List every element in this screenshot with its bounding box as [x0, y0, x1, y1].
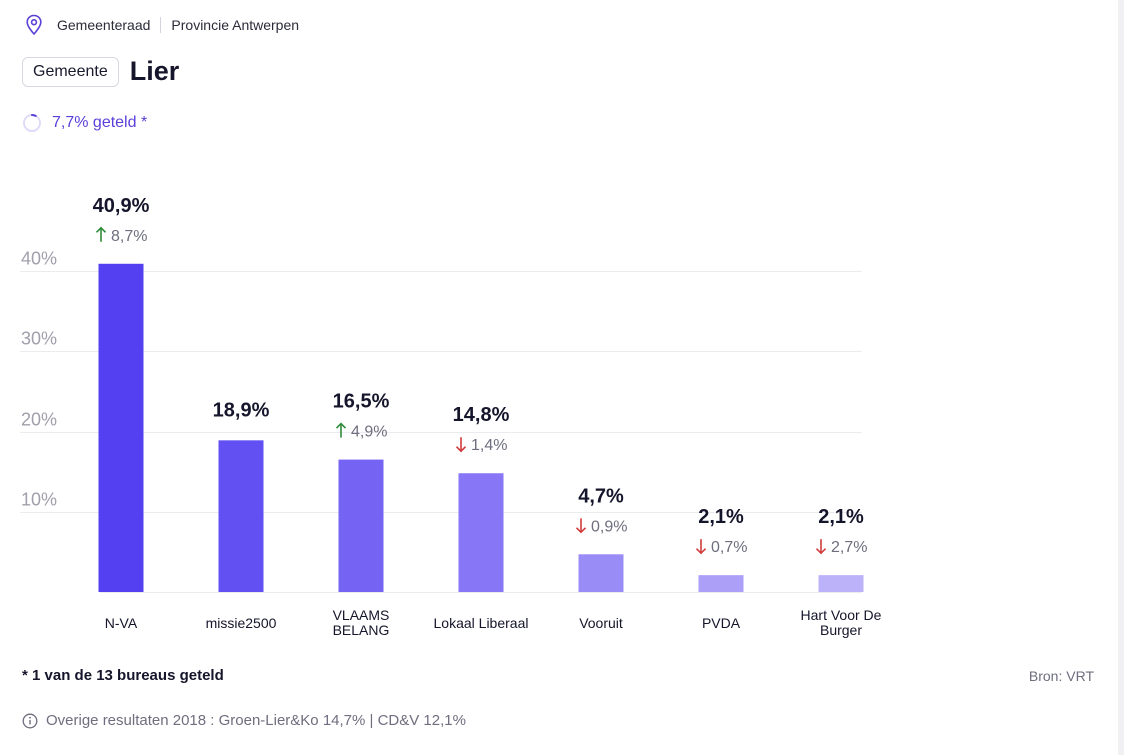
category-label: Lokaal Liberaal [434, 615, 529, 631]
value-label: 2,1% [818, 506, 864, 528]
count-progress-label: 7,7% geteld * [52, 114, 148, 131]
counted-footnote: * 1 van de 13 bureaus geteld [22, 667, 224, 684]
scroll-strip [1118, 0, 1124, 755]
category-label: VLAAMS [333, 607, 390, 623]
arrow-down-icon [695, 539, 707, 555]
change-label: 8,7% [111, 228, 147, 245]
value-label: 14,8% [453, 404, 510, 426]
y-tick-label: 40% [21, 249, 57, 269]
loading-ring-icon [23, 114, 41, 132]
arrow-up-icon [95, 226, 107, 242]
arrow-down-icon [575, 518, 587, 534]
y-tick-label: 30% [21, 329, 57, 349]
category-label: Hart Voor De [801, 607, 882, 623]
value-label: 4,7% [578, 485, 624, 507]
change-label: 0,9% [591, 518, 627, 535]
title-row: Gemeente Lier [22, 56, 179, 87]
bar [338, 459, 384, 592]
change-label: 0,7% [711, 539, 747, 556]
change-label: 4,9% [351, 424, 387, 441]
y-tick-label: 20% [21, 410, 57, 430]
value-label: 2,1% [698, 506, 744, 528]
value-label: 16,5% [333, 391, 390, 413]
bar [818, 575, 864, 592]
breadcrumb-item-gemeenteraad[interactable]: Gemeenteraad [57, 17, 151, 33]
value-label: 18,9% [213, 399, 270, 421]
gemeente-badge: Gemeente [22, 56, 119, 87]
results-bar-chart: 10% 20% 30% 40% 40,9% 8,7% N-VA 18,9% missie2500… [20, 195, 882, 638]
category-label: BELANG [333, 622, 390, 638]
page-title: Lier [129, 56, 180, 86]
bar [578, 554, 624, 592]
bar [458, 473, 504, 592]
breadcrumb-separator [160, 17, 162, 33]
bar [98, 263, 144, 592]
value-label: 40,9% [93, 195, 150, 217]
breadcrumb: Gemeenteraad Provincie Antwerpen [25, 14, 299, 36]
change-label: 1,4% [471, 437, 507, 454]
change-label: 2,7% [831, 539, 867, 556]
source-label: Bron: VRT [1028, 668, 1094, 684]
category-label: N-VA [105, 615, 138, 631]
y-tick-label: 10% [21, 490, 57, 510]
location-pin-icon [26, 14, 42, 36]
category-label: PVDA [702, 615, 741, 631]
arrow-up-icon [335, 422, 347, 438]
bar [698, 575, 744, 592]
category-label: Vooruit [579, 615, 623, 631]
count-progress: 7,7% geteld * [22, 113, 147, 133]
category-label: Burger [820, 622, 862, 638]
breadcrumb-item-provincie[interactable]: Provincie Antwerpen [171, 17, 300, 33]
category-label: missie2500 [206, 615, 277, 631]
other-results: Overige resultaten 2018 : Groen-Lier&Ko … [22, 712, 466, 729]
arrow-down-icon [455, 437, 467, 453]
bar [218, 440, 264, 592]
info-circle-icon [22, 713, 38, 728]
other-results-label: Overige resultaten 2018 : Groen-Lier&Ko … [46, 712, 466, 729]
arrow-down-icon [815, 539, 827, 555]
